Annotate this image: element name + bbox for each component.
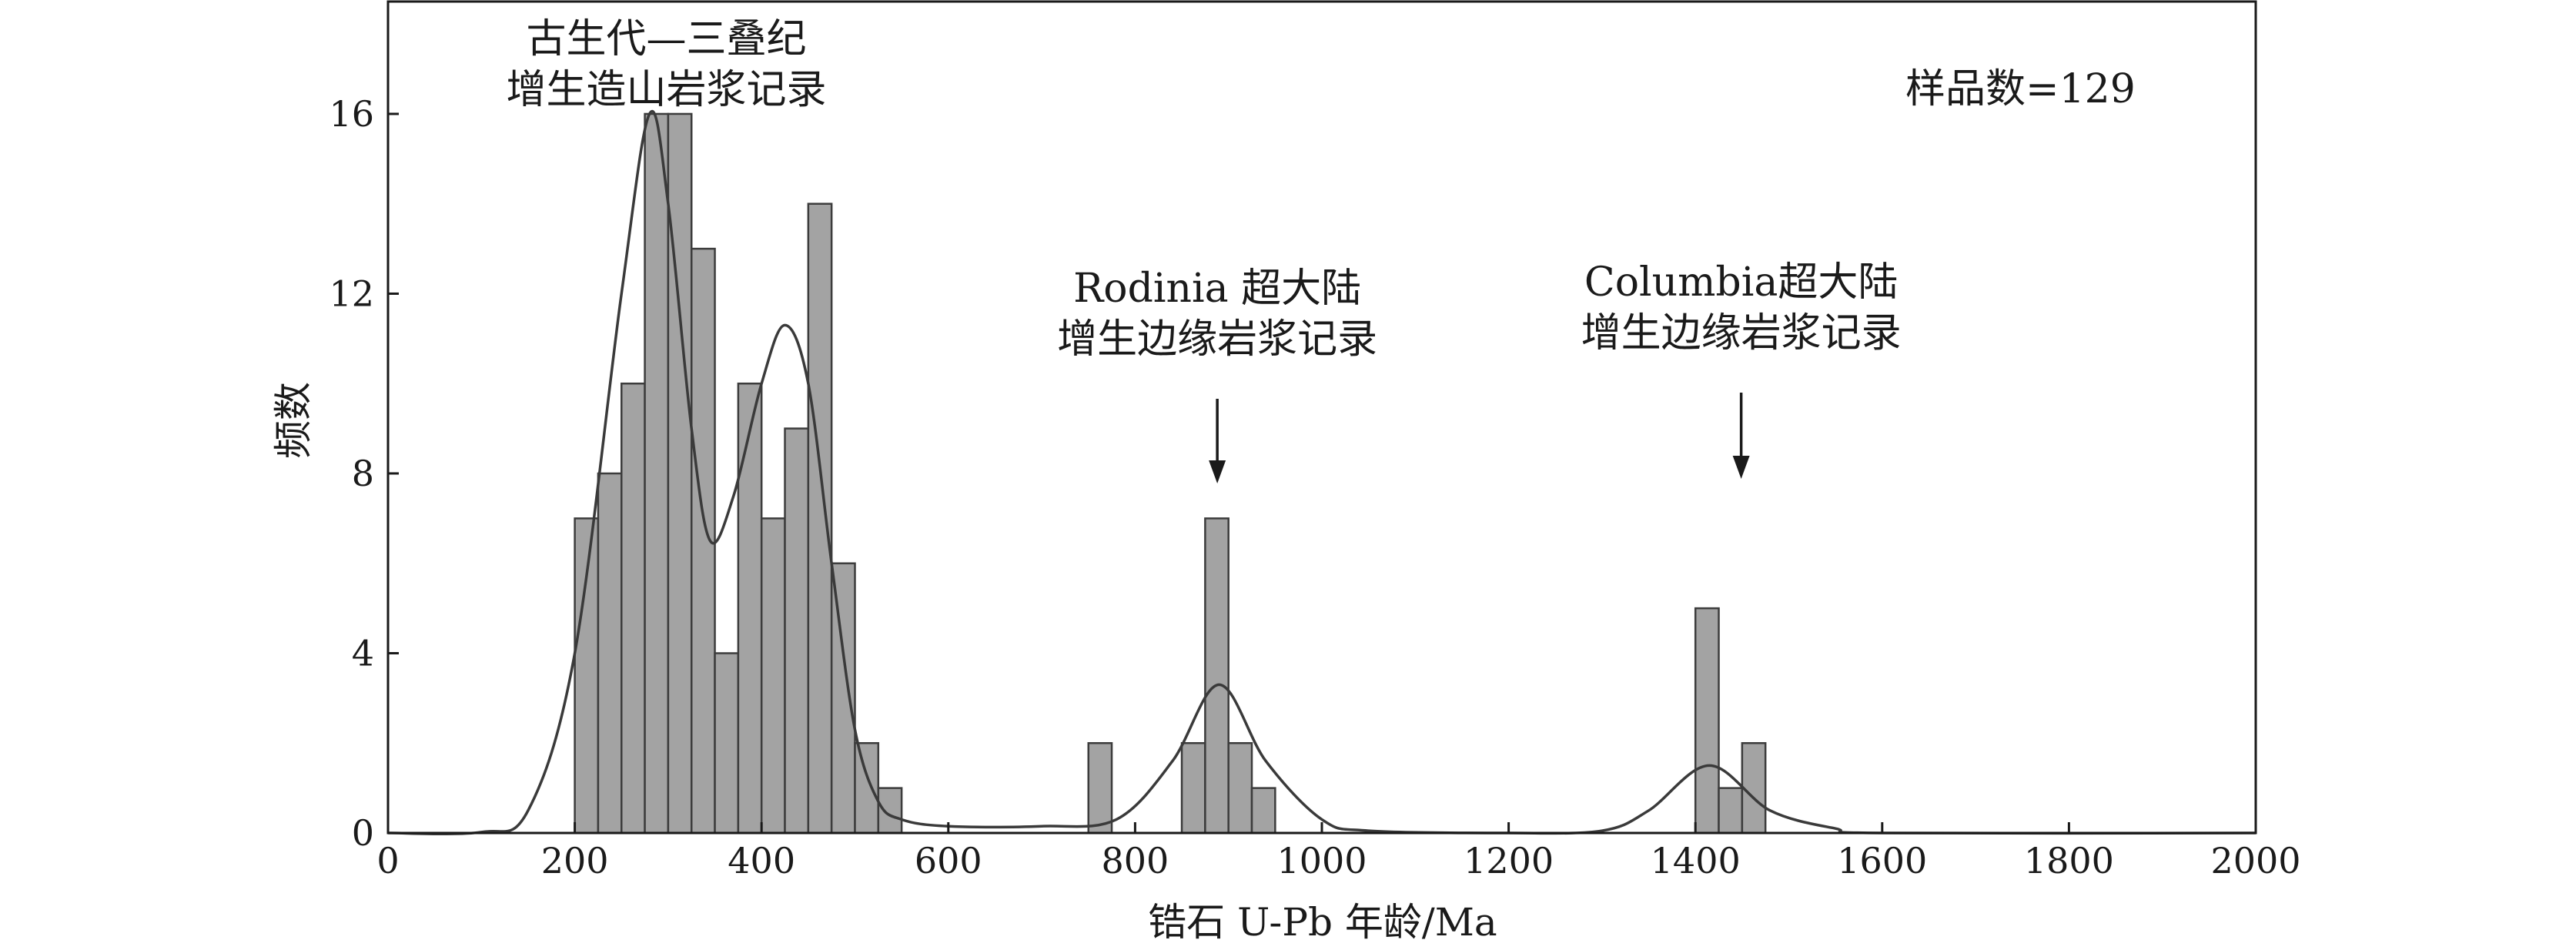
histogram-bar <box>1227 741 1253 835</box>
x-tick-label: 1400 <box>1651 840 1741 881</box>
y-tick-label: 12 <box>329 273 374 314</box>
x-tick-label: 2000 <box>2210 840 2300 881</box>
y-tick-label: 0 <box>352 812 374 854</box>
y-axis-label: 频数 <box>271 382 316 459</box>
histogram-bar <box>760 517 786 835</box>
y-tick-label: 4 <box>352 632 374 674</box>
histogram-bar <box>784 427 810 835</box>
axes: 0 200 400 600 800 1000 1200 1400 1600 1800 2000 0 4 8… <box>329 0 2301 881</box>
annotation-text: 增生边缘岩浆记录 <box>1057 316 1377 363</box>
y-tick-label: 8 <box>352 453 374 494</box>
histogram-bar <box>1718 787 1744 835</box>
annotation-arrow-head <box>1209 460 1226 483</box>
x-axis-label: 锆石 U-Pb 年龄/Ma <box>1148 900 1497 945</box>
histogram-bars <box>574 112 1767 835</box>
sample-count-label: 样品数=129 <box>1905 66 2136 112</box>
x-tick-label: 1600 <box>1837 840 1927 881</box>
x-tick-label: 1800 <box>2024 840 2114 881</box>
histogram-bar <box>644 112 670 835</box>
histogram-bar <box>1694 607 1720 835</box>
density-curve-layer <box>387 110 2257 836</box>
x-tick-label: 1000 <box>1276 840 1367 881</box>
histogram-bar <box>1180 741 1206 835</box>
annotation-arrow-head <box>1732 456 1750 479</box>
histogram-bar <box>621 382 646 835</box>
histogram-bar <box>597 472 623 835</box>
x-tick-label: 400 <box>728 840 795 881</box>
histogram-bar <box>877 787 903 835</box>
histogram-bar <box>574 517 600 835</box>
histogram-bar <box>1204 517 1229 835</box>
x-tick-label: 1200 <box>1464 840 1554 881</box>
histogram-bar <box>854 741 880 835</box>
histogram-bar <box>1741 741 1767 835</box>
y-tick-label: 16 <box>329 93 374 135</box>
density-curve <box>387 110 2257 836</box>
histogram-bar <box>1087 741 1113 835</box>
histogram-bar <box>714 652 740 835</box>
histogram-bar <box>1250 787 1276 835</box>
histogram-bar <box>830 562 856 835</box>
annotation-text: 增生边缘岩浆记录 <box>1581 310 1902 356</box>
histogram-bar <box>807 202 833 835</box>
annotation-text: 增生造山岩浆记录 <box>506 67 826 113</box>
annotation-text: Columbia超大陆 <box>1584 259 1898 306</box>
x-tick-label: 200 <box>541 840 609 881</box>
histogram-bar <box>737 382 763 835</box>
x-tick-label: 0 <box>376 840 399 881</box>
annotation-text: 古生代—三叠纪 <box>526 16 806 62</box>
x-tick-label: 800 <box>1101 840 1169 881</box>
x-tick-label: 600 <box>915 840 982 881</box>
annotation-text: Rodinia 超大陆 <box>1073 266 1361 312</box>
